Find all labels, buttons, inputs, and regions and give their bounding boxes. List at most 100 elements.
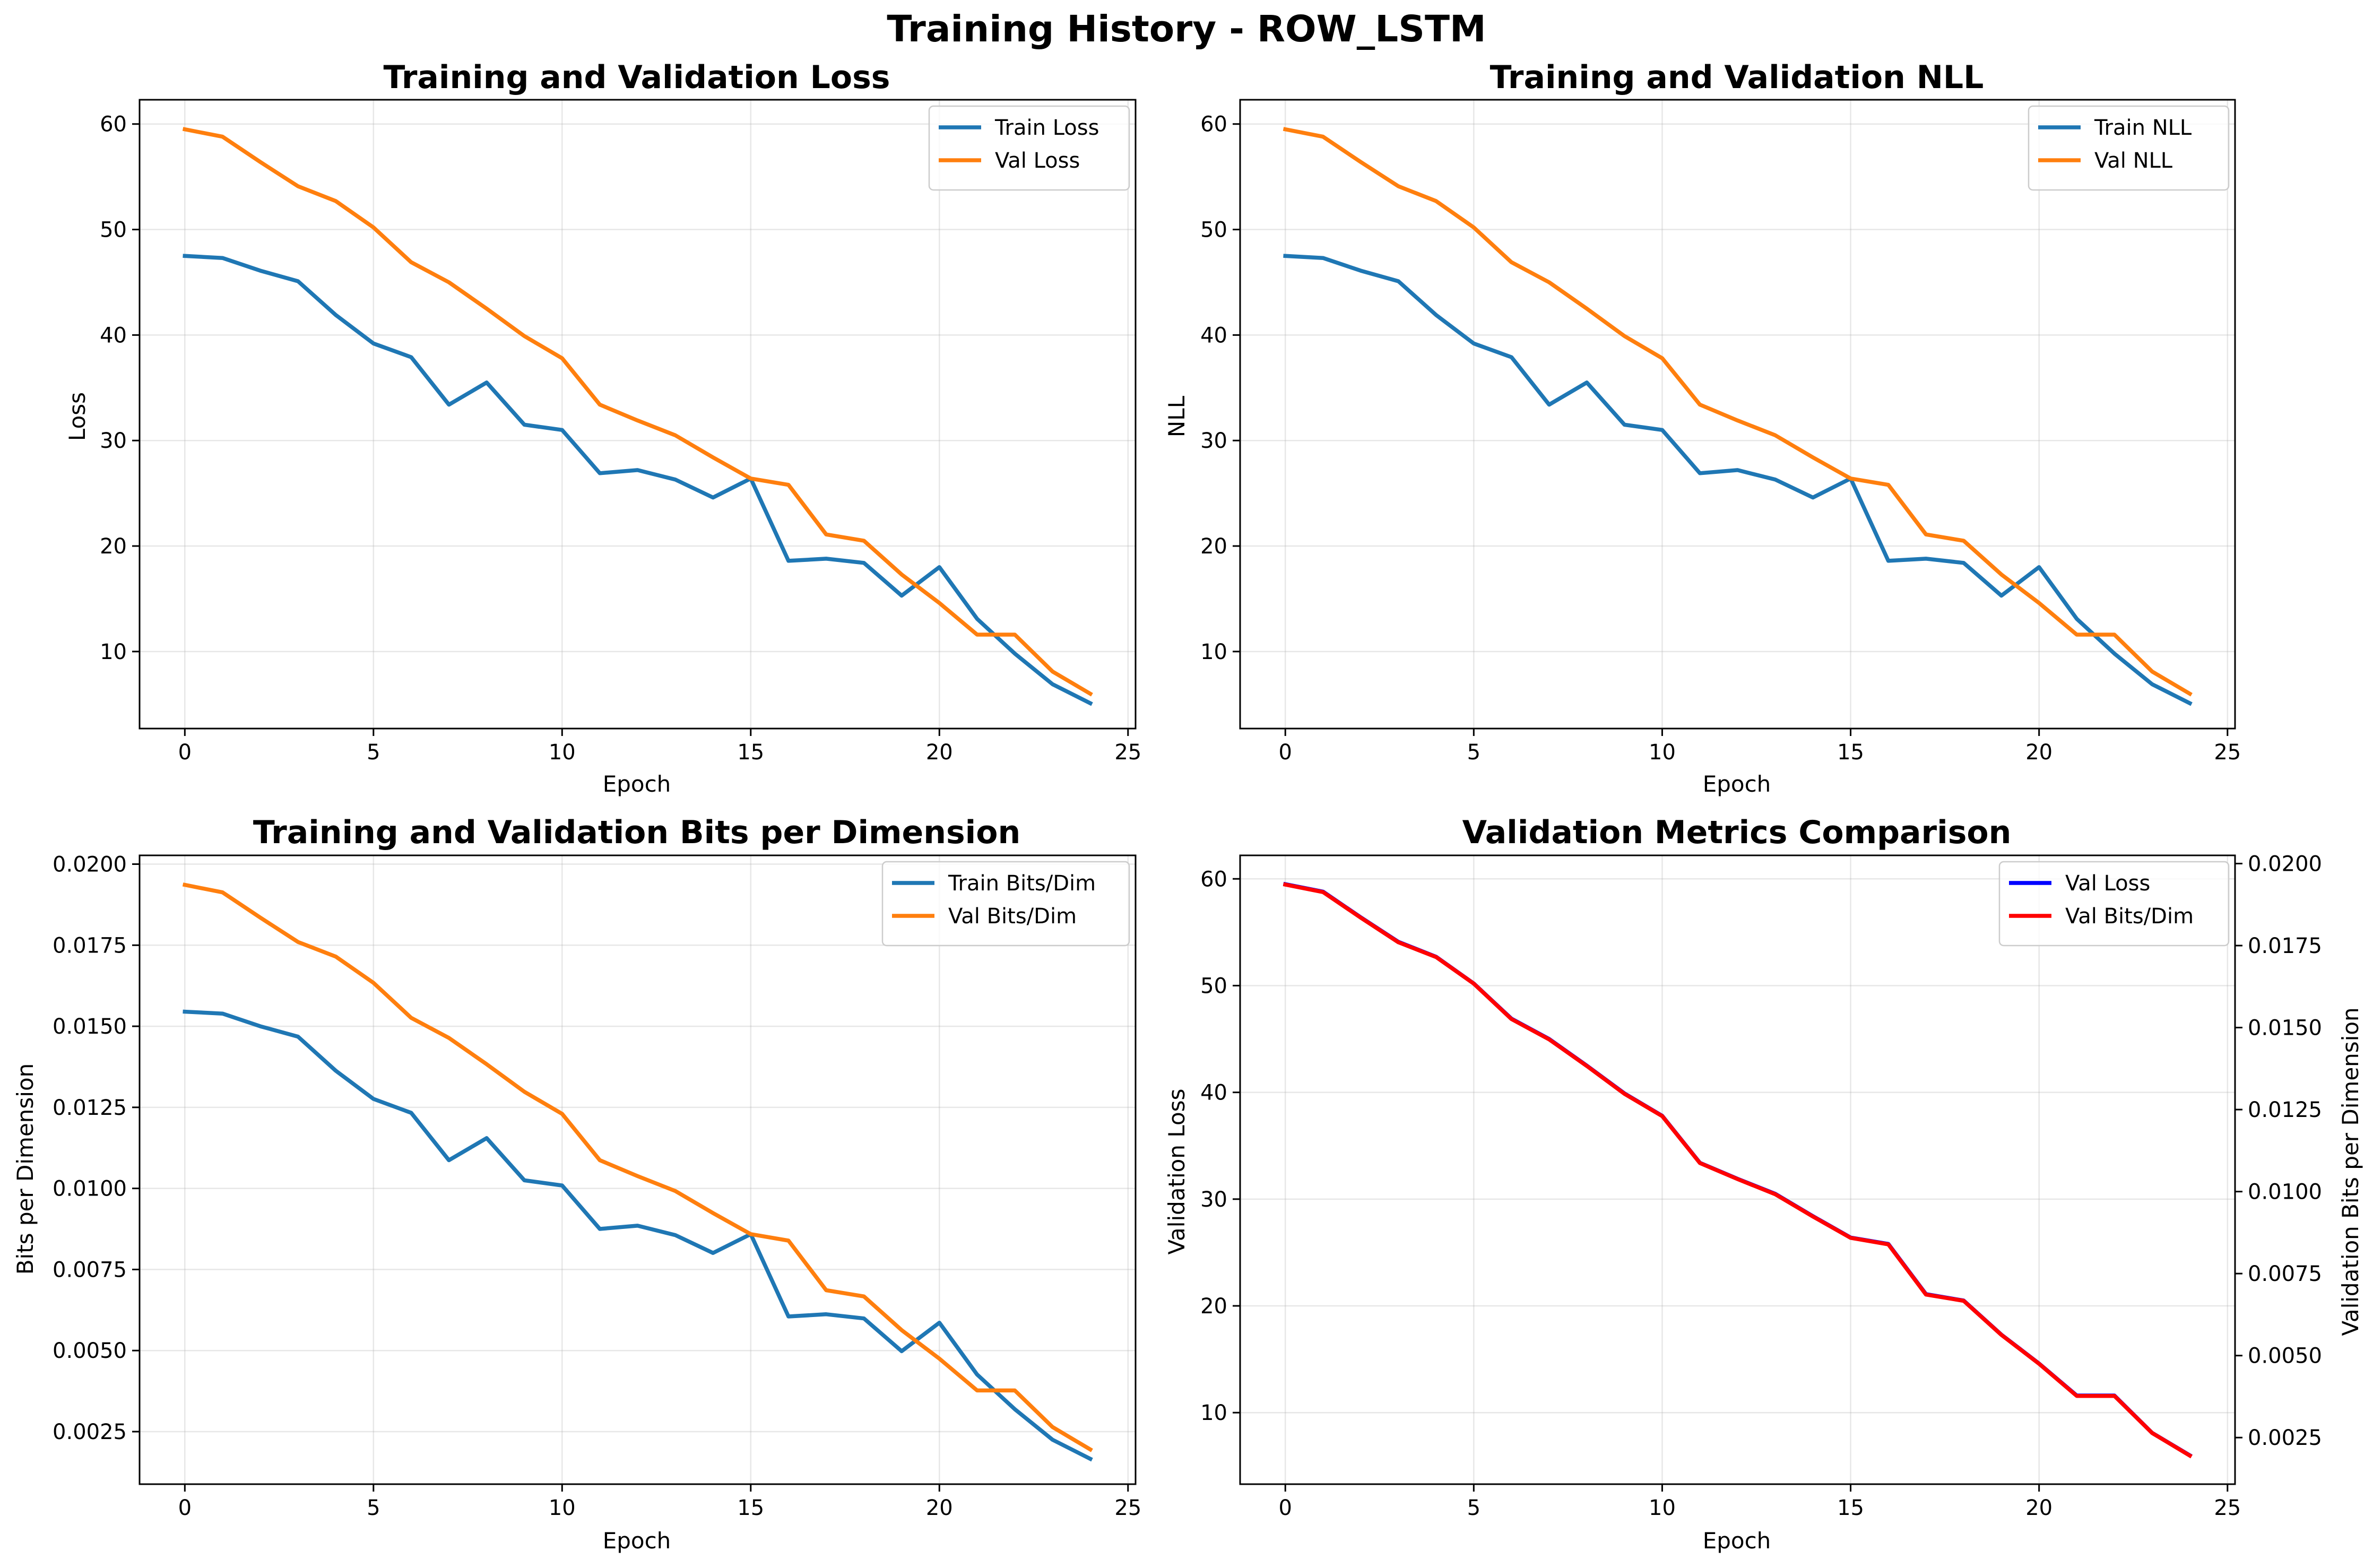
y-tick-label: 0.0025 [53, 1420, 127, 1444]
y-tick-label: 30 [1200, 429, 1227, 453]
legend: Train Loss Val Loss [928, 105, 1130, 191]
x-tick-label: 10 [549, 740, 576, 765]
y-tick-label: 0.0050 [53, 1339, 127, 1363]
legend-box [881, 861, 1130, 947]
y-right-tick-label: 0.0175 [2248, 934, 2322, 958]
y-tick-label: 20 [100, 534, 127, 559]
series-line-val-nll [1283, 127, 2193, 697]
loss-chart-ylabel: Loss [64, 392, 90, 441]
nll-chart-ylabel: NLL [1164, 395, 1190, 437]
y-tick-label: 60 [1200, 112, 1227, 137]
y-tick-label: 0.0075 [53, 1258, 127, 1282]
y-tick-label: 40 [1200, 1081, 1227, 1105]
y-right-tick-label: 0.0075 [2248, 1262, 2322, 1286]
comparison-chart-ylabel-right: Validation Bits per Dimension [2337, 1007, 2363, 1336]
legend: Train NLL Val NLL [2028, 105, 2230, 191]
y-right-tick-label: 0.0200 [2248, 852, 2322, 876]
x-tick-label: 25 [1114, 740, 1141, 765]
legend-label: Val NLL [2094, 149, 2173, 173]
x-tick-label: 25 [2214, 1496, 2241, 1520]
loss-chart: Training and Validation Loss Epoch Loss … [64, 59, 1141, 797]
axes-frame [138, 99, 1137, 730]
y-tick-label: 0.0125 [53, 1096, 127, 1120]
y-tick-label: 0.0100 [53, 1177, 127, 1201]
nll-chart: Training and Validation NLL Epoch NLL 0 5… [1164, 59, 2241, 797]
legend-label: Train NLL [2094, 116, 2192, 140]
x-tick-label: 5 [367, 740, 380, 765]
x-tick-label: 20 [2025, 1496, 2052, 1520]
y-tick-label: 50 [100, 218, 127, 242]
y-tick-label: 30 [100, 429, 127, 453]
comparison-chart-ylabel-left: Validation Loss [1164, 1089, 1190, 1255]
x-tick-label: 0 [1279, 740, 1292, 765]
x-tick-label: 20 [926, 1496, 953, 1520]
bits-chart-title: Training and Validation Bits per Dimensi… [253, 814, 1020, 851]
y-right-tick-label: 0.0125 [2248, 1098, 2322, 1122]
x-tick-label: 25 [1114, 1496, 1141, 1520]
y-tick-label: 50 [1200, 218, 1227, 242]
legend: Train Bits/Dim Val Bits/Dim [881, 861, 1130, 947]
validation-comparison-chart: Validation Metrics Comparison Epoch Vali… [1164, 814, 2363, 1554]
y-tick-label: 40 [100, 323, 127, 348]
x-tick-label: 15 [737, 740, 764, 765]
x-tick-label: 0 [1279, 1496, 1292, 1520]
x-tick-label: 20 [2025, 740, 2052, 765]
x-tick-label: 0 [178, 1496, 192, 1520]
y-tick-label: 30 [1200, 1188, 1227, 1212]
comparison-chart-xlabel: Epoch [1703, 1528, 1771, 1554]
series-line-train-loss [183, 254, 1093, 706]
y-tick-label: 60 [1200, 867, 1227, 891]
y-tick-label: 50 [1200, 974, 1227, 998]
figure-title: Training History - ROW_LSTM [887, 8, 1486, 50]
x-tick-label: 10 [1649, 740, 1676, 765]
loss-chart-xlabel: Epoch [603, 771, 671, 797]
axes-frame [138, 854, 1137, 1485]
legend: Val Loss Val Bits/Dim [1998, 861, 2230, 947]
axes-frame [1239, 99, 2236, 730]
series-line-val-loss [182, 127, 1093, 697]
legend-label: Train Loss [994, 116, 1099, 140]
y-tick-label: 10 [1200, 640, 1227, 664]
x-tick-label: 5 [1467, 740, 1480, 765]
series-line-val-loss [1283, 881, 2193, 1458]
axes-frame [1239, 854, 2236, 1485]
y-tick-label: 20 [1200, 1294, 1227, 1319]
bits-chart-xlabel: Epoch [603, 1528, 671, 1554]
x-tick-label: 15 [737, 1496, 764, 1520]
series-line-val-bits-dim [182, 882, 1093, 1452]
series-line-train-bits-dim [183, 1009, 1093, 1462]
legend-label: Val Loss [2065, 871, 2150, 896]
bits-chart-ylabel: Bits per Dimension [12, 1063, 38, 1275]
x-tick-label: 0 [178, 740, 192, 765]
y-tick-label: 0.0175 [53, 933, 127, 958]
legend-label: Val Bits/Dim [2065, 904, 2194, 929]
x-tick-label: 25 [2214, 740, 2241, 765]
nll-chart-title: Training and Validation NLL [1490, 59, 1984, 96]
legend-label: Train Bits/Dim [948, 871, 1096, 896]
x-tick-label: 20 [926, 740, 953, 765]
y-tick-label: 0.0150 [53, 1015, 127, 1039]
y-tick-label: 20 [1200, 534, 1227, 559]
y-tick-label: 40 [1200, 323, 1227, 348]
y-tick-label: 10 [100, 640, 127, 664]
y-right-tick-label: 0.0100 [2248, 1180, 2322, 1205]
y-tick-label: 0.0200 [53, 853, 127, 877]
loss-chart-title: Training and Validation Loss [383, 59, 890, 96]
series-line-val-bits-dim [1283, 882, 2193, 1459]
y-right-tick-label: 0.0025 [2248, 1426, 2322, 1450]
series-line-train-nll [1283, 254, 2193, 706]
legend-label: Val Loss [995, 149, 1080, 173]
x-tick-label: 10 [1649, 1496, 1676, 1520]
comparison-chart-title: Validation Metrics Comparison [1462, 814, 2012, 851]
x-tick-label: 5 [1467, 1496, 1480, 1520]
y-right-tick-label: 0.0150 [2248, 1016, 2322, 1041]
legend-box [1998, 861, 2230, 947]
y-tick-label: 10 [1200, 1401, 1227, 1425]
x-tick-label: 15 [1837, 740, 1864, 765]
y-tick-label: 60 [100, 112, 127, 137]
bits-per-dim-chart: Training and Validation Bits per Dimensi… [12, 814, 1141, 1554]
x-tick-label: 15 [1837, 1496, 1864, 1520]
x-tick-label: 10 [549, 1496, 576, 1520]
y-right-tick-label: 0.0050 [2248, 1344, 2322, 1368]
